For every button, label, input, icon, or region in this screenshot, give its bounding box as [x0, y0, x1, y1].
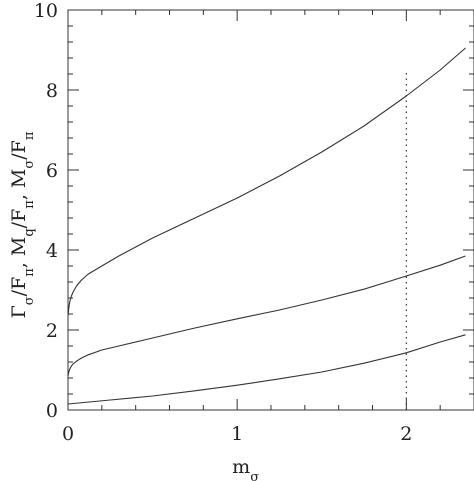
x-tick-label: 1 — [231, 423, 243, 445]
plot-frame — [67, 9, 474, 411]
x-tick-label: 2 — [400, 423, 412, 445]
y-tick-label: 4 — [46, 240, 58, 262]
y-tick-label: 0 — [46, 400, 58, 422]
x-axis-label: mσ — [232, 456, 259, 481]
y-tick-label: 10 — [34, 0, 58, 22]
y-axis-label: Γσ/Fπ, Mq/Fπ, Mσ/Fπ — [8, 131, 37, 318]
series-line-2 — [67, 255, 466, 377]
y-tick-label: 6 — [46, 160, 58, 182]
x-tick-label: 0 — [62, 423, 74, 445]
series-line-3 — [67, 334, 466, 405]
y-tick-label: 2 — [46, 320, 58, 342]
series-line-1 — [67, 47, 466, 317]
y-tick-label: 8 — [46, 80, 58, 102]
